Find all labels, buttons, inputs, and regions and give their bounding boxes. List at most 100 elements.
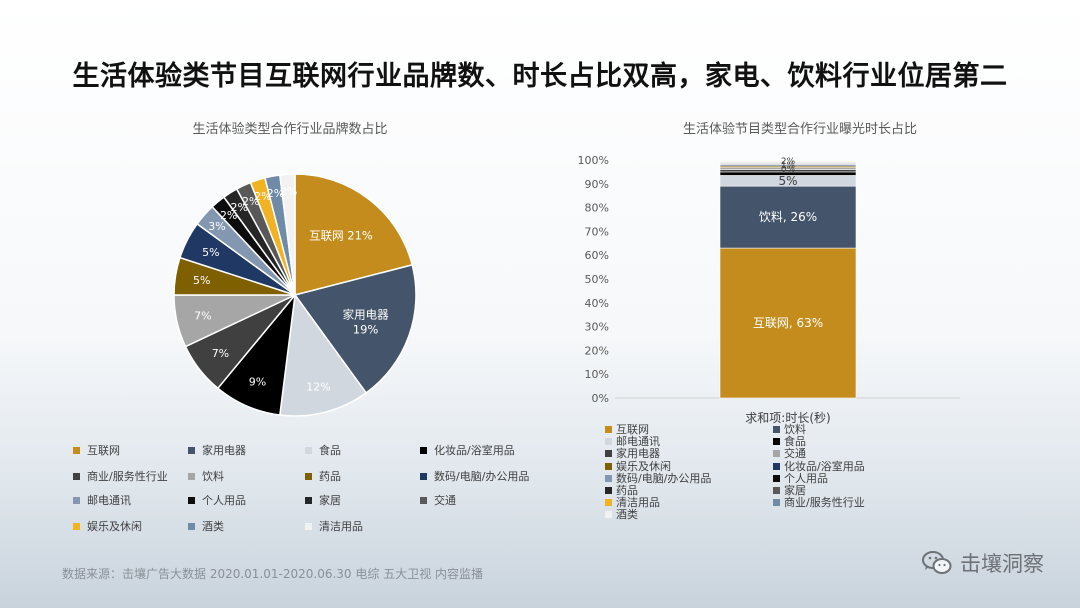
legend-swatch	[773, 474, 780, 482]
legend-swatch	[773, 438, 780, 446]
legend-label: 商业/服务性行业	[784, 496, 865, 510]
legend-item: 酒类	[605, 509, 638, 520]
y-tick-label: 10%	[585, 368, 609, 381]
pie-slice	[278, 293, 368, 417]
data-source-note: 数据来源：击壤广告大数据 2020.01.01-2020.06.30 电综 五大…	[62, 567, 484, 581]
legend-label: 数码/电脑/办公用品	[616, 471, 712, 485]
legend-item: 互联网	[605, 424, 649, 435]
legend-label: 清洁用品	[319, 520, 363, 533]
y-tick-label: 20%	[585, 344, 609, 357]
pie-slice	[294, 173, 414, 296]
bar-data-label: 互联网, 63%	[753, 316, 823, 330]
pie-data-label: 5%	[193, 274, 210, 287]
stacked-bar-chart: 0% 10% 20% 30% 40% 50% 60% 70% 80% 90% 100% 互联网, 63…	[578, 154, 960, 425]
legend-swatch	[305, 446, 312, 454]
pie-data-label: 2%	[280, 185, 297, 198]
pie-data-label: 5%	[202, 246, 219, 259]
pie-data-label: 12%	[306, 380, 330, 393]
pie-data-label: 2%	[220, 209, 237, 222]
y-tick-label: 60%	[585, 249, 609, 262]
legend-swatch	[773, 462, 780, 470]
legend-item: 食品	[773, 436, 806, 447]
legend-swatch	[605, 426, 612, 433]
legend-swatch	[305, 472, 312, 480]
y-tick-label: 0%	[592, 392, 609, 405]
y-tick-label: 80%	[585, 202, 609, 215]
legend-label: 清洁用品	[616, 496, 660, 510]
legend-item: 娱乐及休闲	[73, 518, 142, 534]
legend-item: 化妆品/浴室用品	[420, 442, 515, 458]
pie-chart: 互联网 21%家用电器 19%12%9%7%7%5%5%3%2%2%2%2%2%2…	[173, 173, 417, 417]
legend-item: 交通	[773, 448, 806, 459]
legend-label: 娱乐及休闲	[87, 520, 142, 533]
pie-data-label: 2%	[254, 190, 271, 203]
legend-label: 数码/电脑/办公用品	[434, 470, 530, 483]
legend-item: 互联网	[73, 442, 120, 458]
pie-data-label: 3%	[208, 220, 225, 233]
legend-swatch	[773, 487, 780, 494]
legend-item: 娱乐及休闲	[605, 461, 671, 472]
legend-item: 饮料	[773, 424, 806, 435]
bar-small-label: 2%	[781, 157, 796, 167]
legend-swatch	[73, 522, 80, 530]
legend-label: 互联网	[616, 423, 649, 436]
legend-swatch	[605, 499, 612, 507]
legend-item: 酒类	[188, 518, 224, 534]
legend-label: 饮料	[202, 470, 224, 483]
legend-label: 药品	[616, 484, 638, 497]
pie-chart-title: 生活体验类型合作行业品牌数占比	[192, 122, 388, 137]
pie-slice	[278, 173, 296, 296]
legend-item: 个人用品	[188, 492, 246, 508]
legend-swatch	[773, 450, 780, 458]
legend-item: 食品	[305, 442, 341, 458]
legend-item: 家用电器	[605, 448, 660, 459]
legend-swatch	[305, 522, 312, 530]
legend-label: 家用电器	[616, 447, 660, 461]
legend-item: 药品	[605, 485, 638, 496]
pie-data-label: 7%	[194, 310, 211, 323]
legend-item: 清洁用品	[305, 518, 363, 534]
legend-item: 化妆品/浴室用品	[773, 461, 865, 472]
legend-swatch	[188, 496, 195, 504]
legend-swatch	[420, 446, 427, 454]
legend-label: 家居	[784, 484, 806, 497]
legend-label: 化妆品/浴室用品	[784, 459, 865, 473]
bar-data-label: 饮料, 26%	[759, 210, 817, 224]
legend-item: 商业/服务性行业	[773, 497, 865, 508]
legend-label: 饮料	[784, 423, 806, 436]
legend-label: 娱乐及休闲	[616, 459, 671, 473]
legend-item: 邮电通讯	[73, 492, 131, 508]
pie-data-label: 9%	[249, 376, 266, 389]
page-title: 生活体验类节目互联网行业品牌数、时长占比双高，家电、饮料行业位居第二	[72, 61, 1008, 92]
legend-swatch	[73, 446, 80, 454]
legend-label: 食品	[784, 435, 806, 449]
bar-data-label: 5%	[778, 174, 797, 188]
y-tick-label: 40%	[585, 297, 609, 310]
pie-data-label: 互联网 21%	[309, 229, 373, 243]
legend-swatch	[188, 472, 195, 480]
bar-segment	[719, 159, 857, 161]
legend-label: 酒类	[616, 508, 638, 522]
y-tick-label: 90%	[585, 178, 609, 191]
legend-label: 邮电通讯	[87, 494, 131, 507]
legend-item: 商业/服务性行业	[73, 468, 168, 484]
pie-slice	[293, 263, 417, 394]
legend-item: 药品	[305, 468, 341, 484]
bar-segment	[719, 247, 857, 399]
y-tick-label: 70%	[585, 225, 609, 238]
legend-item: 清洁用品	[605, 497, 660, 508]
pie-data-label: 7%	[212, 347, 229, 360]
legend-label: 商业/服务性行业	[87, 470, 168, 483]
legend-label: 化妆品/浴室用品	[434, 444, 515, 457]
legend-swatch	[420, 496, 427, 504]
bar-segment	[719, 185, 857, 249]
legend-label: 邮电通讯	[616, 435, 660, 449]
pie-data-label: 2%	[267, 187, 284, 200]
legend-swatch	[773, 499, 780, 507]
pie-data-label: 家用电器 19%	[343, 307, 389, 336]
wechat-icon	[922, 551, 952, 574]
legend-label: 酒类	[202, 520, 224, 533]
legend-item: 家居	[305, 492, 341, 508]
y-tick-label: 50%	[585, 273, 609, 286]
legend-item: 交通	[420, 492, 456, 508]
